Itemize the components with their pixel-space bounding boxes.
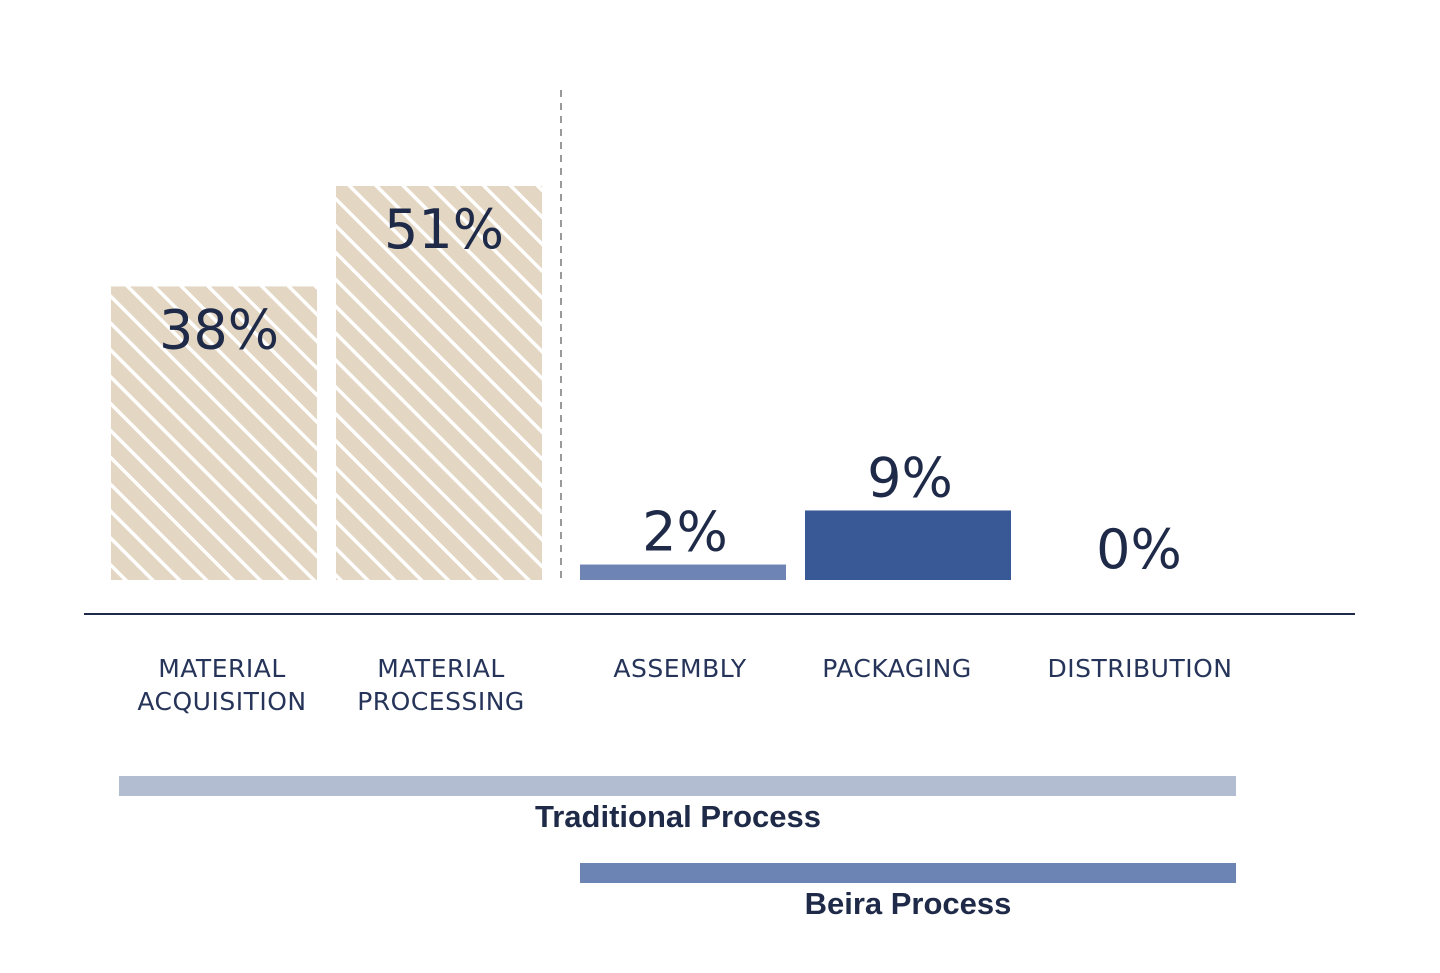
bar-material-acquisition bbox=[111, 286, 317, 580]
value-label-material-acquisition: 38% bbox=[159, 298, 279, 361]
bar-packaging bbox=[805, 510, 1011, 580]
bar-assembly bbox=[580, 564, 786, 580]
traditional-process-label: Traditional Process bbox=[535, 799, 821, 834]
value-labels: 38% 51% 2% 9% 0% bbox=[159, 198, 1182, 581]
value-label-distribution: 0% bbox=[1096, 518, 1182, 581]
beira-process-range-bar bbox=[580, 863, 1236, 883]
bar-material-processing bbox=[336, 186, 542, 580]
traditional-process-range-bar bbox=[119, 776, 1236, 796]
category-labels: MATERIAL ACQUISITION MATERIAL PROCESSING ASS… bbox=[137, 654, 1232, 716]
process-ranges: Traditional Process Beira Process bbox=[119, 776, 1236, 921]
tick-label-assembly-line-1: ASSEMBLY bbox=[613, 654, 746, 683]
beira-process-label: Beira Process bbox=[805, 886, 1012, 921]
tick-label-material-acquisition-line-2: ACQUISITION bbox=[137, 687, 306, 716]
value-label-material-processing: 51% bbox=[384, 198, 504, 261]
tick-label-material-processing-line-1: MATERIAL bbox=[377, 654, 505, 683]
value-label-packaging: 9% bbox=[867, 446, 953, 509]
bars bbox=[111, 186, 1011, 580]
tick-label-distribution-line-1: DISTRIBUTION bbox=[1048, 654, 1233, 683]
tick-label-packaging-line-1: PACKAGING bbox=[822, 654, 972, 683]
value-label-assembly: 2% bbox=[642, 501, 728, 564]
tick-label-material-acquisition-line-1: MATERIAL bbox=[158, 654, 286, 683]
tick-label-material-processing-line-2: PROCESSING bbox=[357, 687, 525, 716]
